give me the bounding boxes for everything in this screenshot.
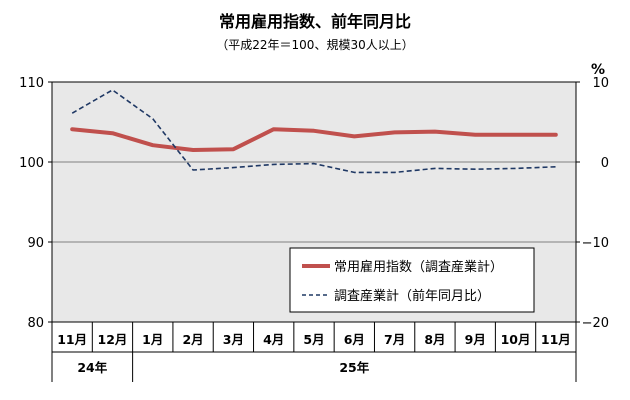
chart-title: 常用雇用指数、前年同月比 [219, 12, 411, 31]
legend-box [289, 247, 535, 313]
series-line-index [70, 127, 558, 152]
chart-subtitle: （平成22年＝100、規模30人以上） [216, 37, 413, 52]
legend: 常用雇用指数（調査産業計） 調査産業計（前年同月比） [289, 247, 535, 313]
category-label: 3月 [223, 332, 244, 347]
category-label: 12月 [98, 332, 128, 347]
category-label: 8月 [424, 332, 445, 347]
category-label: 4月 [263, 332, 284, 347]
category-label: 2月 [182, 332, 203, 347]
left-tick-label: 110 [19, 76, 44, 91]
series-group [70, 89, 558, 174]
right-tick-label: 0 [601, 156, 609, 171]
right-axis-unit: % [591, 62, 605, 78]
right-tick-label: −10 [582, 236, 609, 251]
grid-lines [52, 161, 576, 243]
category-label: 6月 [344, 332, 365, 347]
category-table: 11月 12月 1月 2月 3月 4月 5月 6月 7月 8月 9月 10月 11月 24年 25年 [51, 322, 577, 382]
series-line-change [71, 89, 556, 174]
category-label: 7月 [384, 332, 405, 347]
legend-label-change: 調査産業計（前年同月比） [334, 288, 490, 304]
category-label: 1月 [142, 332, 163, 347]
category-label: 5月 [303, 332, 324, 347]
category-label: 10月 [501, 332, 531, 347]
right-tick-label: 10 [592, 76, 609, 91]
year-label: 25年 [339, 360, 369, 375]
right-axis: −20 −10 0 10 [576, 76, 609, 331]
category-label: 9月 [465, 332, 486, 347]
left-tick-label: 80 [27, 316, 44, 331]
legend-label-index: 常用雇用指数（調査産業計） [334, 259, 503, 275]
left-tick-label: 100 [19, 156, 44, 171]
left-tick-label: 90 [27, 236, 44, 251]
year-label: 24年 [77, 360, 107, 375]
left-axis: 80 90 100 110 [19, 76, 52, 331]
right-tick-label: −20 [582, 316, 609, 331]
category-label: 11月 [541, 332, 571, 347]
plot-border [51, 81, 577, 323]
category-label: 11月 [57, 332, 87, 347]
